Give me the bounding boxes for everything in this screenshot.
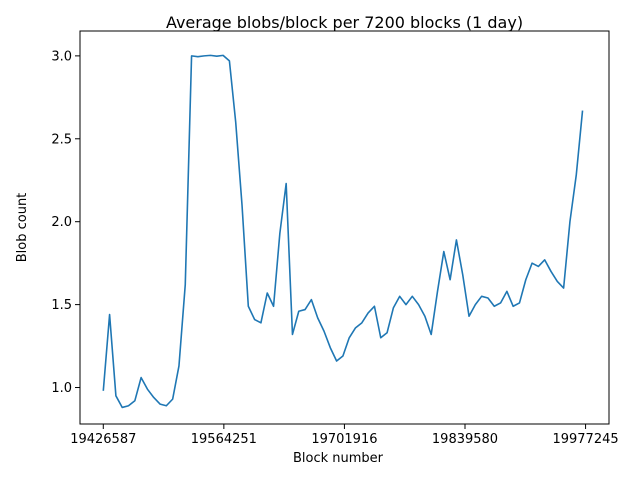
x-axis-label: Block number (293, 451, 384, 466)
series-layer (102, 54, 584, 409)
y-tick-label: 3.0 (51, 49, 72, 64)
x-tick-label: 19701916 (311, 432, 377, 447)
x-tick-label: 19426587 (70, 432, 136, 447)
y-axis-label: Blob count (15, 193, 30, 263)
y-tick-label: 1.5 (51, 298, 72, 313)
y-tick-label: 2.5 (51, 132, 72, 147)
plot-frame (79, 30, 610, 425)
chart-title: Average blobs/block per 7200 blocks (1 d… (166, 13, 523, 32)
x-tick-label: 19839580 (432, 432, 498, 447)
y-tick-label: 2.0 (51, 215, 72, 230)
y-axis-ticks: 1.0 1.5 2.0 2.5 3.0 (51, 49, 80, 396)
y-tick-label: 1.0 (51, 381, 72, 396)
x-axis-ticks: 19426587 19564251 19701916 19839580 19977245 (70, 424, 619, 447)
x-tick-label: 19564251 (191, 432, 257, 447)
x-tick-label: 19977245 (552, 432, 618, 447)
series-line (102, 54, 584, 409)
